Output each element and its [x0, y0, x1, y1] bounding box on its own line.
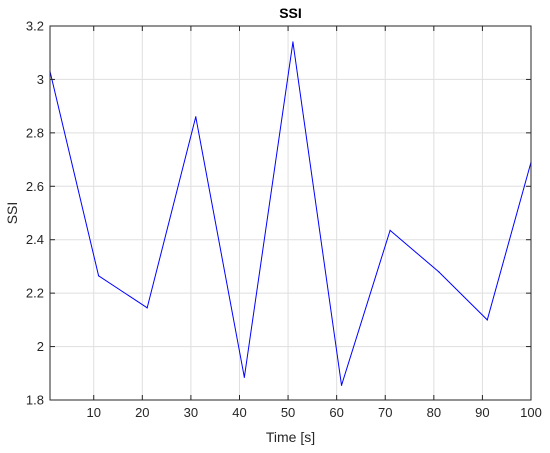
data-point	[340, 384, 343, 386]
y-tick-labels: 1.8 2 2.2 2.4 2.6 2.8 3 3.2	[26, 19, 44, 408]
data-point	[195, 116, 197, 118]
y-tick-label: 2	[37, 339, 44, 354]
y-tick-label: 3	[37, 72, 44, 87]
plot-background	[50, 26, 531, 400]
x-tick-label: 30	[184, 405, 198, 420]
x-tick-label: 60	[329, 405, 343, 420]
chart-title: SSI	[279, 5, 302, 21]
plot-frame	[49, 25, 532, 401]
data-point	[438, 271, 440, 273]
y-tick-label: 2.6	[26, 179, 44, 194]
x-tick-labels: 10 20 30 40 50 60 70 80 90 100	[86, 405, 541, 420]
y-axis-title: SSI	[4, 202, 20, 225]
x-tick-label: 70	[378, 405, 392, 420]
y-tick-label: 3.2	[26, 19, 44, 34]
x-tick-label: 40	[232, 405, 246, 420]
x-axis-title: Time [s]	[266, 429, 315, 445]
x-tick-label: 10	[86, 405, 100, 420]
x-tick-label: 100	[520, 405, 542, 420]
x-tick-label: 80	[427, 405, 441, 420]
data-point	[389, 229, 391, 231]
x-tick-label: 90	[475, 405, 489, 420]
series-layer	[49, 41, 532, 386]
y-tick-label: 2.8	[26, 125, 44, 140]
y-tick-label: 1.8	[26, 393, 44, 408]
data-point	[292, 41, 294, 43]
data-point	[243, 376, 245, 378]
data-point	[146, 307, 148, 309]
y-tick-label: 2.4	[26, 232, 44, 247]
x-tick-label: 20	[135, 405, 149, 420]
data-point	[486, 319, 488, 321]
y-tick-label: 2.2	[26, 286, 44, 301]
data-point	[97, 275, 100, 277]
x-tick-label: 50	[281, 405, 295, 420]
tick-marks	[50, 25, 532, 401]
